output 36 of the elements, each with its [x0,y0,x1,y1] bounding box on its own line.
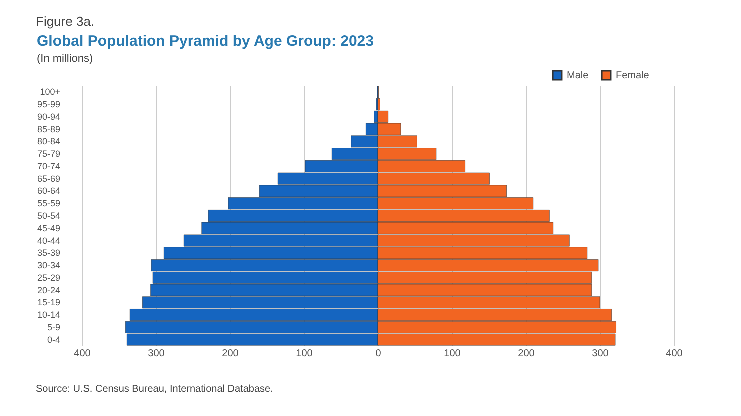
y-tick-label: 30-34 [37,260,60,271]
x-tick-label: 0 [376,348,382,360]
y-tick-label: 15-19 [37,298,60,308]
y-tick-label: 65-69 [37,174,60,184]
source-note: Source: U.S. Census Bureau, International Database. [36,384,274,395]
caption: Figure 3a. [36,14,95,29]
x-tick-label: 400 [74,348,92,360]
y-tick-label: 45-49 [37,223,60,234]
y-tick-label: 100+ [40,87,60,98]
y-tick-label: 5-9 [47,322,60,332]
y-tick-label: 35-39 [37,248,60,258]
y-tick-label: 80-84 [37,136,60,147]
y-tick-label: 50-54 [37,211,60,221]
chart-subtitle: (In millions) [36,53,94,65]
y-tick-label: 85-89 [37,124,60,134]
y-tick-label: 55-59 [37,198,60,209]
y-tick-label: 20-24 [37,285,60,296]
y-tick-label: 90-94 [37,112,60,122]
x-tick-label: 100 [296,348,314,360]
x-tick-label: 300 [592,348,610,360]
legend-label: Male [567,70,590,82]
x-tick-label: 400 [666,348,684,360]
y-tick-label: 25-29 [37,272,60,283]
legend-label: Female [616,70,650,82]
x-tick-label: 300 [148,348,166,360]
y-tick-label: 0-4 [47,334,60,345]
y-tick-label: 75-79 [37,149,60,160]
y-tick-label: 70-74 [37,161,60,172]
y-tick-label: 40-44 [37,236,60,246]
x-tick-label: 100 [444,348,462,360]
x-tick-label: 200 [518,348,536,360]
y-tick-label: 95-99 [37,100,60,110]
x-tick-label: 200 [222,348,240,360]
y-tick-label: 60-64 [37,186,60,196]
y-tick-label: 10-14 [37,310,60,320]
chart-title: Global Population Pyramid by Age Group: 2023 [36,33,374,50]
